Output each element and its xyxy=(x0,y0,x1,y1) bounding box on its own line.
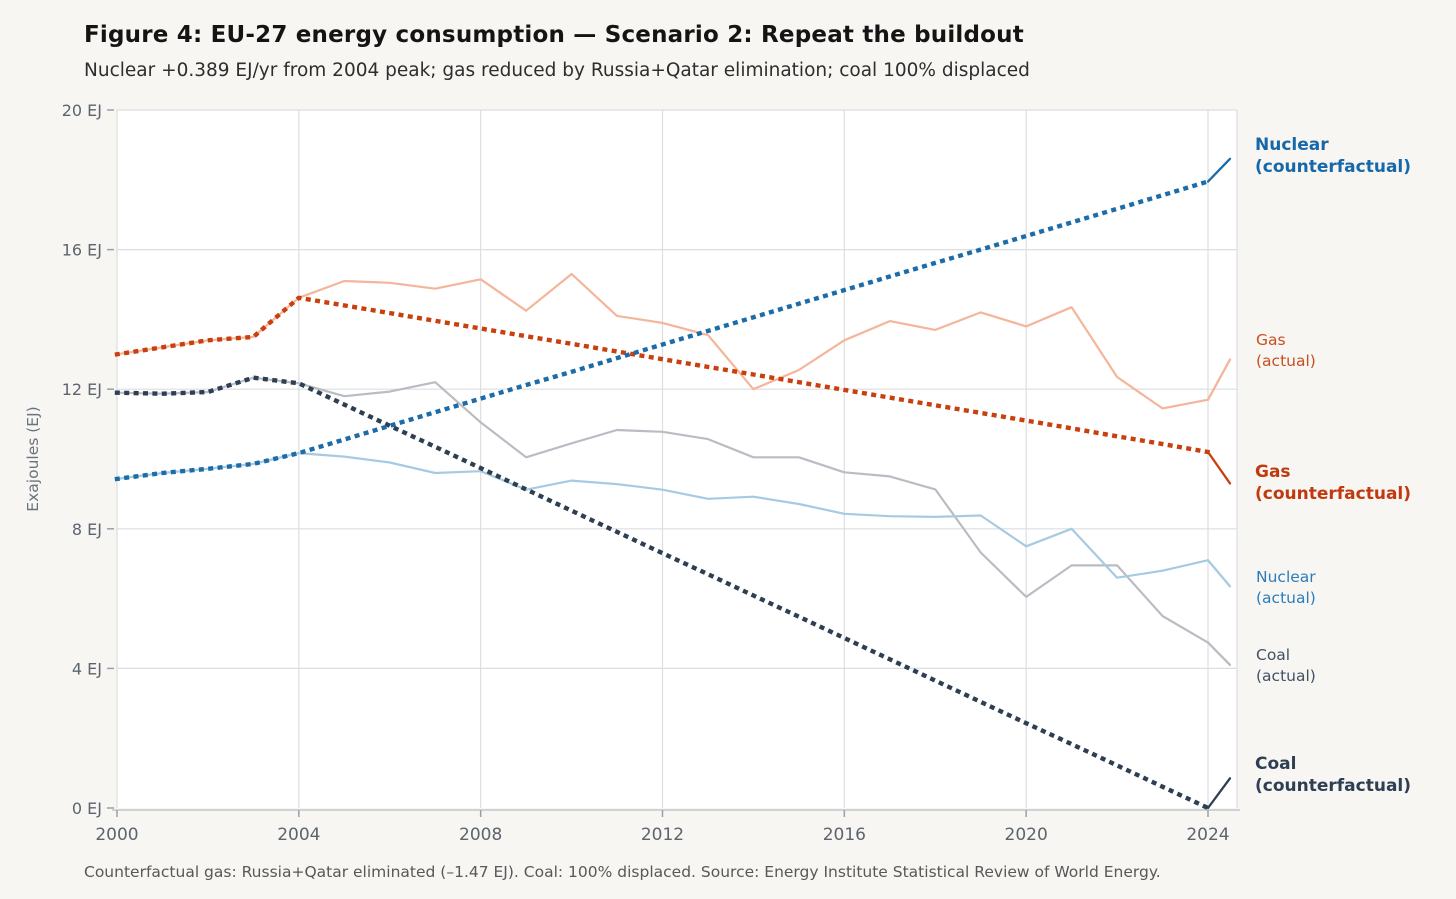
y-tick-label: 12 EJ xyxy=(62,380,102,399)
label-leader-coal-actual xyxy=(1206,641,1232,667)
x-tick-label: 2008 xyxy=(459,825,502,845)
source-note: Counterfactual gas: Russia+Qatar elimina… xyxy=(84,863,1161,881)
series-label-line: Coal xyxy=(1256,646,1291,664)
series-label-line: (actual) xyxy=(1256,352,1316,370)
series-label-line: (counterfactual) xyxy=(1255,157,1412,177)
series-label-nuclear-actual: Nuclear (actual) xyxy=(1256,567,1316,609)
label-leader-nuclear-actual xyxy=(1206,559,1232,588)
series-label-line: (counterfactual) xyxy=(1255,484,1412,504)
y-tick-label: 8 EJ xyxy=(72,520,102,539)
series-label-line: (actual) xyxy=(1256,667,1316,685)
series-line-gas-counterfactual xyxy=(114,295,1211,455)
x-tick-label: 2004 xyxy=(277,825,320,845)
label-leader-coal-counterfactual xyxy=(1206,777,1232,810)
series-label-line: (actual) xyxy=(1256,589,1316,607)
label-leader-gas-actual xyxy=(1206,358,1232,401)
series-label-line: Gas xyxy=(1256,331,1286,349)
label-leader-nuclear-counterfactual xyxy=(1206,157,1232,183)
y-tick-label: 0 EJ xyxy=(72,799,102,818)
y-tick-label: 4 EJ xyxy=(72,659,102,678)
series-line-nuclear-actual xyxy=(115,452,1210,579)
x-tick-label: 2012 xyxy=(641,825,684,845)
label-leader-gas-counterfactual xyxy=(1206,450,1232,485)
series-label-line: Nuclear xyxy=(1256,568,1316,586)
y-tick-label: 20 EJ xyxy=(62,101,102,120)
series-label-nuclear-counterfactual: Nuclear (counterfactual) xyxy=(1255,134,1411,178)
series-label-line: (counterfactual) xyxy=(1255,776,1412,796)
series-label-coal-actual: Coal (actual) xyxy=(1256,645,1316,687)
series-label-line: Coal xyxy=(1255,754,1297,774)
series-label-gas-actual: Gas (actual) xyxy=(1256,330,1316,372)
series-line-nuclear-counterfactual xyxy=(114,178,1211,482)
x-tick-label: 2020 xyxy=(1005,825,1048,845)
chart-subtitle: Nuclear +0.389 EJ/yr from 2004 peak; gas… xyxy=(84,60,1030,81)
series-line-coal-counterfactual xyxy=(114,375,1211,811)
x-tick-label: 2000 xyxy=(95,825,138,845)
chart-title: Figure 4: EU-27 energy consumption — Sce… xyxy=(84,22,1024,48)
plot-area xyxy=(117,110,1237,808)
series-line-coal-actual xyxy=(115,376,1210,644)
series-label-line: Nuclear xyxy=(1255,135,1329,155)
series-label-gas-counterfactual: Gas (counterfactual) xyxy=(1255,461,1411,505)
x-tick-label: 2016 xyxy=(823,825,866,845)
y-axis-title: Exajoules (EJ) xyxy=(24,406,42,511)
series-label-line: Gas xyxy=(1255,462,1291,482)
x-tick-label: 2024 xyxy=(1186,825,1229,845)
series-label-coal-counterfactual: Coal (counterfactual) xyxy=(1255,753,1411,797)
y-tick-label: 16 EJ xyxy=(62,241,102,260)
